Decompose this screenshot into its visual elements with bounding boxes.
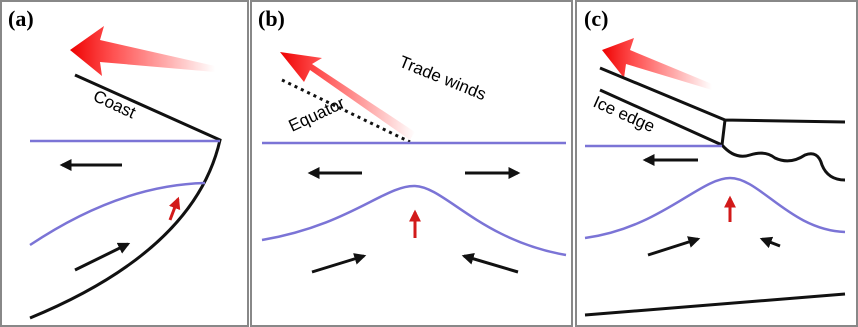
flow-arrow	[312, 256, 364, 272]
upwelling-arrow	[170, 199, 178, 220]
annotation: Equator	[286, 93, 348, 136]
flow-arrow	[464, 256, 518, 272]
panel-border	[251, 1, 572, 326]
wind-arrow	[602, 38, 712, 90]
diagram: (a) Coast (b) Trade winds Equator (c) Ic…	[0, 0, 858, 327]
annotation: Trade winds	[397, 52, 489, 104]
ice-edge	[722, 145, 845, 180]
annotation: Ice edge	[590, 92, 657, 136]
thermocline	[585, 178, 845, 238]
sea-floor	[585, 294, 845, 315]
panel-label: (b)	[258, 6, 285, 31]
flow-arrow	[75, 244, 128, 270]
ice-edge	[600, 68, 845, 145]
thermocline	[30, 183, 205, 245]
flow-arrow	[648, 239, 698, 255]
panel-label: (a)	[8, 6, 34, 31]
wind-arrow	[70, 26, 215, 76]
flow-arrow	[762, 239, 780, 246]
panel-label: (c)	[584, 6, 608, 31]
